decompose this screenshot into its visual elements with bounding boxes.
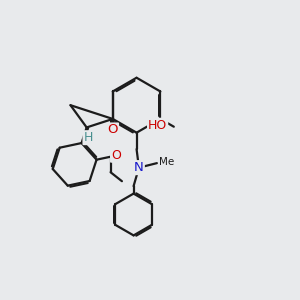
Text: N: N (134, 161, 144, 174)
Text: HO: HO (148, 119, 167, 132)
Text: O: O (111, 149, 121, 162)
Text: O: O (107, 124, 118, 136)
Text: Me: Me (159, 157, 175, 167)
Text: H: H (83, 131, 93, 144)
